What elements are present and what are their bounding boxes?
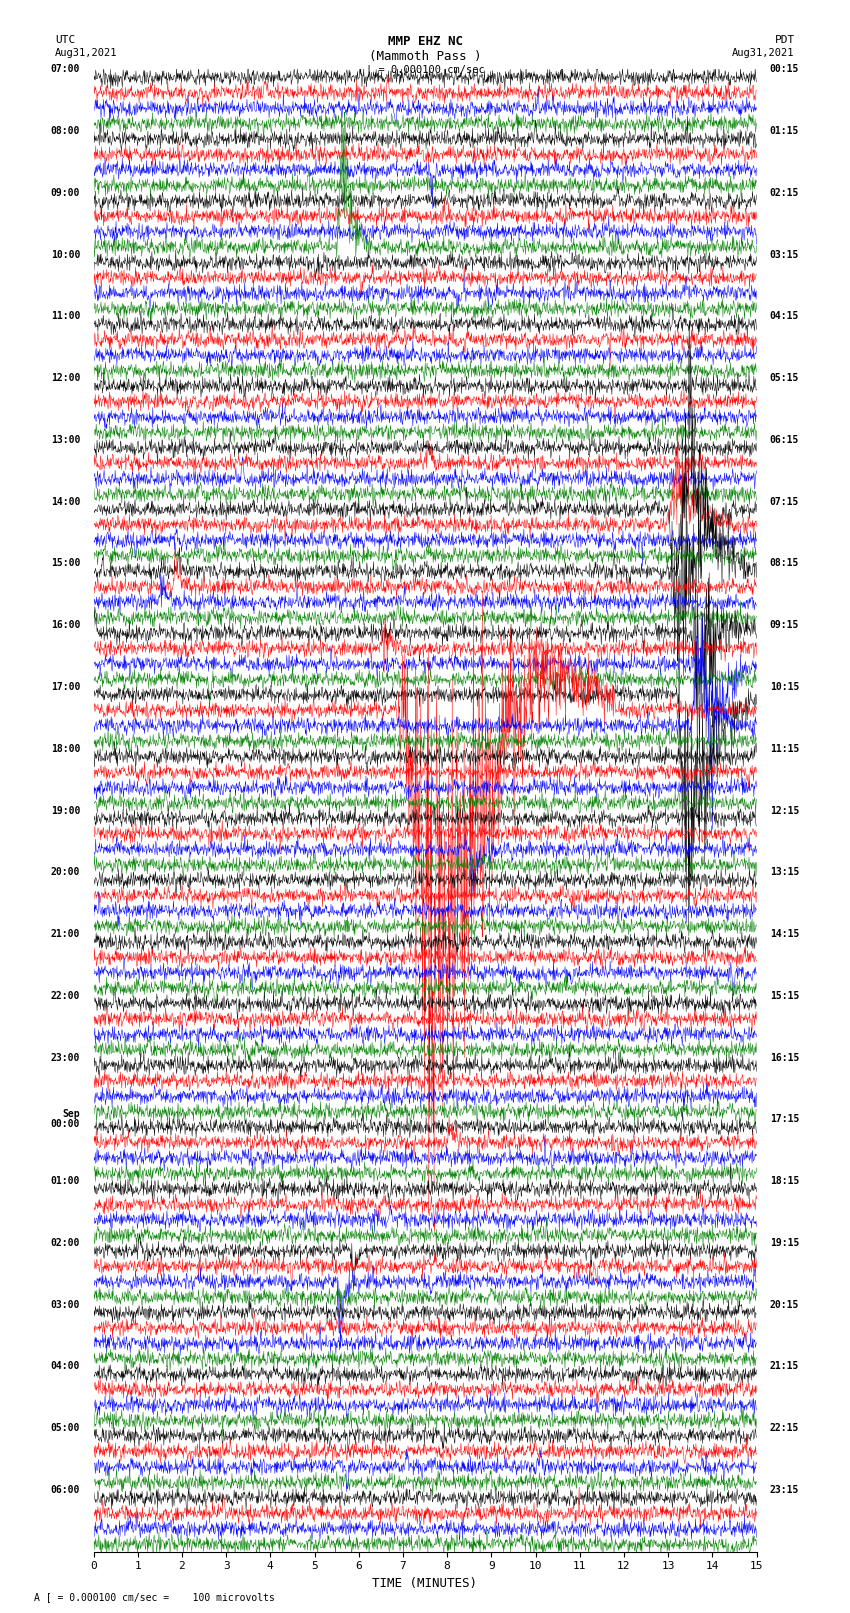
X-axis label: TIME (MINUTES): TIME (MINUTES) <box>372 1578 478 1590</box>
Text: 09:00: 09:00 <box>51 187 80 198</box>
Text: 04:15: 04:15 <box>770 311 799 321</box>
Text: (Mammoth Pass ): (Mammoth Pass ) <box>369 50 481 63</box>
Text: PDT: PDT <box>774 35 795 45</box>
Text: 22:15: 22:15 <box>770 1423 799 1434</box>
Text: 14:15: 14:15 <box>770 929 799 939</box>
Text: MMP EHZ NC: MMP EHZ NC <box>388 35 462 48</box>
Text: 13:00: 13:00 <box>51 436 80 445</box>
Text: 06:15: 06:15 <box>770 436 799 445</box>
Text: 05:15: 05:15 <box>770 373 799 384</box>
Text: 21:00: 21:00 <box>51 929 80 939</box>
Text: 08:15: 08:15 <box>770 558 799 568</box>
Text: 05:00: 05:00 <box>51 1423 80 1434</box>
Text: 19:15: 19:15 <box>770 1237 799 1248</box>
Text: 07:00: 07:00 <box>51 65 80 74</box>
Text: 07:15: 07:15 <box>770 497 799 506</box>
Text: 21:15: 21:15 <box>770 1361 799 1371</box>
Text: 23:00: 23:00 <box>51 1053 80 1063</box>
Text: 15:15: 15:15 <box>770 990 799 1000</box>
Text: 23:15: 23:15 <box>770 1486 799 1495</box>
Text: 11:00: 11:00 <box>51 311 80 321</box>
Text: 20:00: 20:00 <box>51 868 80 877</box>
Text: 02:00: 02:00 <box>51 1237 80 1248</box>
Text: 12:15: 12:15 <box>770 805 799 816</box>
Text: 03:00: 03:00 <box>51 1300 80 1310</box>
Text: 01:15: 01:15 <box>770 126 799 135</box>
Text: 04:00: 04:00 <box>51 1361 80 1371</box>
Text: 16:00: 16:00 <box>51 621 80 631</box>
Text: 17:15: 17:15 <box>770 1115 799 1124</box>
Text: | = 0.000100 cm/sec: | = 0.000100 cm/sec <box>366 65 484 76</box>
Text: 10:15: 10:15 <box>770 682 799 692</box>
Text: 06:00: 06:00 <box>51 1486 80 1495</box>
Text: 18:00: 18:00 <box>51 744 80 753</box>
Text: 10:00: 10:00 <box>51 250 80 260</box>
Text: 00:15: 00:15 <box>770 65 799 74</box>
Text: 03:15: 03:15 <box>770 250 799 260</box>
Text: Aug31,2021: Aug31,2021 <box>55 48 118 58</box>
Text: Sep: Sep <box>63 1110 80 1119</box>
Text: 12:00: 12:00 <box>51 373 80 384</box>
Text: 02:15: 02:15 <box>770 187 799 198</box>
Text: 14:00: 14:00 <box>51 497 80 506</box>
Text: 17:00: 17:00 <box>51 682 80 692</box>
Text: 20:15: 20:15 <box>770 1300 799 1310</box>
Text: 22:00: 22:00 <box>51 990 80 1000</box>
Text: 11:15: 11:15 <box>770 744 799 753</box>
Text: 19:00: 19:00 <box>51 805 80 816</box>
Text: Aug31,2021: Aug31,2021 <box>732 48 795 58</box>
Text: 00:00: 00:00 <box>51 1119 80 1129</box>
Text: 13:15: 13:15 <box>770 868 799 877</box>
Text: 15:00: 15:00 <box>51 558 80 568</box>
Text: 08:00: 08:00 <box>51 126 80 135</box>
Text: 09:15: 09:15 <box>770 621 799 631</box>
Text: UTC: UTC <box>55 35 76 45</box>
Text: 01:00: 01:00 <box>51 1176 80 1186</box>
Text: A [ = 0.000100 cm/sec =    100 microvolts: A [ = 0.000100 cm/sec = 100 microvolts <box>34 1592 275 1602</box>
Text: 16:15: 16:15 <box>770 1053 799 1063</box>
Text: 18:15: 18:15 <box>770 1176 799 1186</box>
